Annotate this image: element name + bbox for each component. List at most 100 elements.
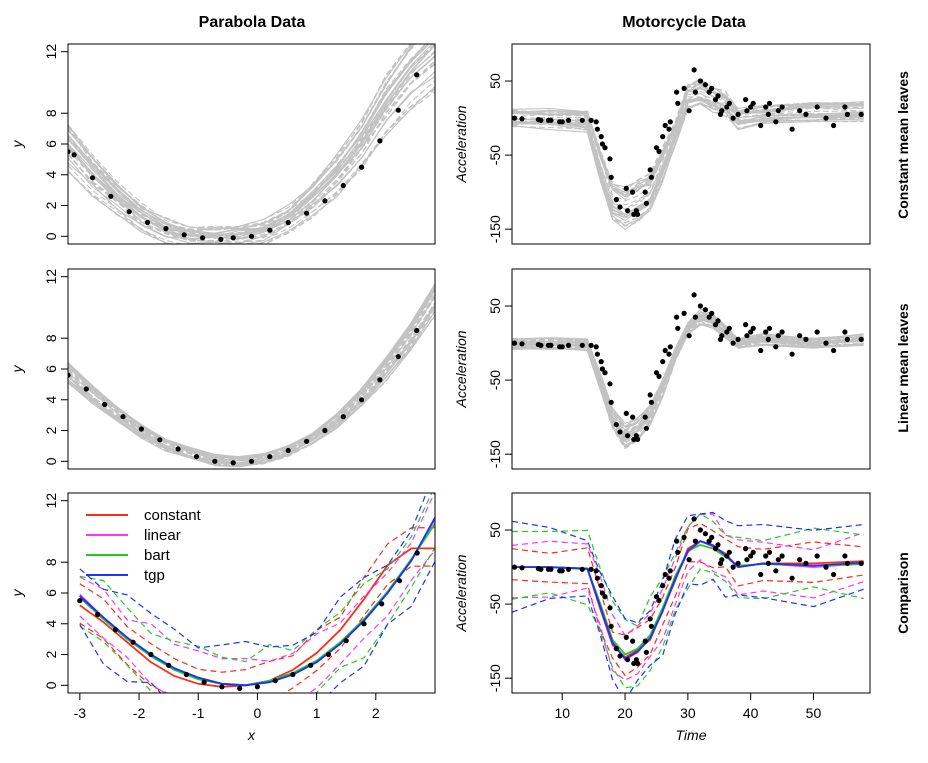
data-point	[702, 82, 709, 88]
posterior-draw	[68, 44, 411, 229]
data-point	[538, 342, 544, 348]
y-tick-label: 6	[43, 140, 59, 148]
series-band-constant	[512, 561, 864, 677]
data-point	[775, 333, 781, 339]
y-axis-label: y	[9, 589, 25, 598]
series-band-linear	[79, 493, 435, 662]
x-tick-label: 2	[372, 705, 380, 721]
data-point	[340, 414, 346, 420]
data-point	[599, 141, 606, 147]
data-point	[842, 104, 848, 110]
y-tick-label: -150	[487, 440, 503, 468]
data-point	[726, 325, 732, 331]
data-point	[692, 89, 699, 95]
data-point	[565, 117, 572, 123]
plot-area	[68, 44, 435, 244]
data-point	[267, 227, 273, 233]
data-point	[803, 336, 809, 342]
y-tick-label: -50	[487, 594, 503, 614]
panels: 0246812y-150-5050Acceleration0246812y-15…	[9, 43, 871, 743]
data-point	[602, 370, 608, 376]
data-point	[548, 117, 554, 123]
data-point	[674, 314, 680, 320]
data-point	[630, 189, 636, 195]
data-point	[858, 336, 864, 342]
data-point	[617, 653, 623, 659]
plot-area	[512, 67, 864, 230]
data-point	[702, 531, 709, 537]
data-point	[643, 425, 650, 431]
data-point	[730, 115, 736, 121]
data-point	[844, 111, 851, 117]
data-point	[715, 542, 721, 548]
data-point	[631, 436, 637, 442]
posterior-draw	[68, 315, 435, 468]
data-point	[559, 119, 565, 125]
data-point	[519, 341, 525, 347]
data-point	[635, 436, 641, 442]
data-point	[691, 516, 697, 522]
data-point	[648, 623, 655, 629]
posterior-draw	[68, 52, 435, 240]
y-tick-label: -50	[487, 145, 503, 165]
data-point	[377, 138, 383, 144]
posterior-draw	[68, 314, 435, 467]
posterior-draw	[68, 310, 435, 467]
data-point	[735, 111, 741, 117]
y-tick-label: 6	[43, 365, 59, 373]
data-point	[697, 527, 704, 533]
posterior-draw	[512, 97, 864, 218]
data-point	[304, 438, 310, 444]
data-point	[290, 671, 296, 678]
data-point	[662, 122, 668, 129]
data-point	[724, 553, 730, 559]
data-point	[157, 437, 163, 443]
data-point	[844, 336, 851, 342]
data-point	[519, 565, 525, 571]
posterior-draw	[512, 80, 864, 194]
posterior-draw	[68, 86, 435, 244]
data-point	[858, 560, 864, 567]
data-point	[325, 651, 332, 658]
posterior-draw	[512, 311, 864, 427]
data-point	[108, 193, 114, 199]
data-point	[779, 553, 785, 559]
x-axis-label: x	[247, 727, 256, 743]
data-point	[559, 344, 565, 350]
posterior-draw	[68, 285, 435, 459]
series-line-tgp	[512, 540, 864, 661]
data-point	[608, 174, 614, 180]
data-point	[709, 85, 715, 91]
data-point	[613, 422, 619, 428]
data-point	[548, 566, 554, 572]
posterior-draw	[512, 321, 864, 450]
data-point	[588, 117, 594, 123]
data-point	[631, 211, 637, 217]
data-point	[660, 359, 666, 365]
x-tick-label: 1	[313, 705, 321, 721]
series-band-bart	[79, 547, 435, 693]
posterior-draw	[68, 63, 435, 244]
data-point	[691, 67, 697, 73]
data-point	[712, 322, 719, 328]
data-point	[68, 149, 71, 155]
data-point	[697, 303, 704, 309]
data-point	[126, 209, 132, 215]
data-point	[608, 623, 614, 629]
data-point	[181, 232, 187, 238]
y-tick-label: 2	[43, 650, 59, 658]
data-point	[656, 597, 662, 604]
data-point	[789, 575, 795, 581]
data-point	[623, 185, 629, 191]
posterior-draw	[68, 44, 412, 231]
data-point	[144, 219, 151, 226]
posterior-draw	[68, 306, 435, 466]
series-band-constant	[512, 522, 864, 636]
data-point	[138, 426, 144, 432]
posterior-draw	[512, 320, 864, 444]
data-point	[613, 197, 619, 203]
data-point	[642, 189, 648, 195]
data-point	[674, 89, 680, 95]
data-point	[163, 226, 169, 232]
data-point	[779, 104, 785, 110]
